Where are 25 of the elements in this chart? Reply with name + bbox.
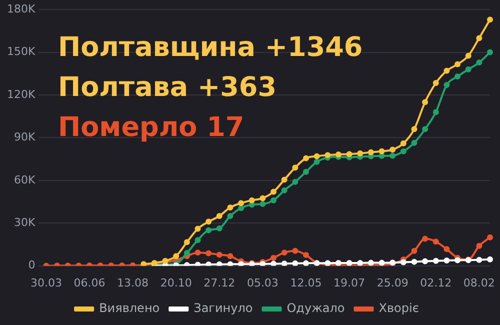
annotation: Полтава +363 xyxy=(58,71,278,105)
x-tick-label: 06.06 xyxy=(74,276,106,290)
x-tick-label: 02.12 xyxy=(420,276,452,290)
x-tick-label: 20.10 xyxy=(160,276,192,290)
x-tick-label: 12.05 xyxy=(290,276,322,290)
y-tick-label: 120K xyxy=(6,88,36,101)
annotation: Померло 17 xyxy=(58,111,246,145)
legend-label: Виявлено xyxy=(99,301,160,316)
y-tick-label: 90K xyxy=(14,130,36,144)
y-tick-label: 150K xyxy=(6,45,36,58)
x-tick-label: 13.08 xyxy=(117,276,149,290)
legend-label: Загинуло xyxy=(194,301,253,316)
x-tick-label: 05.03 xyxy=(246,276,278,290)
y-tick-label: 60K xyxy=(14,173,36,186)
legend-label: Одужало xyxy=(286,301,345,316)
legend-label: Хворіє xyxy=(378,301,419,316)
x-tick-label: 27.12 xyxy=(204,276,236,290)
y-tick-label: 180K xyxy=(6,2,36,16)
y-tick-label: 30K xyxy=(14,216,36,229)
annotation: Полтавщина +1346 xyxy=(58,31,363,65)
x-tick-label: 25.09 xyxy=(376,276,408,290)
x-tick-label: 19.07 xyxy=(334,276,366,290)
x-tick-label: 30.03 xyxy=(30,276,62,290)
y-tick-label: 0 xyxy=(28,258,36,272)
x-tick-label: 08.02 xyxy=(463,276,495,290)
